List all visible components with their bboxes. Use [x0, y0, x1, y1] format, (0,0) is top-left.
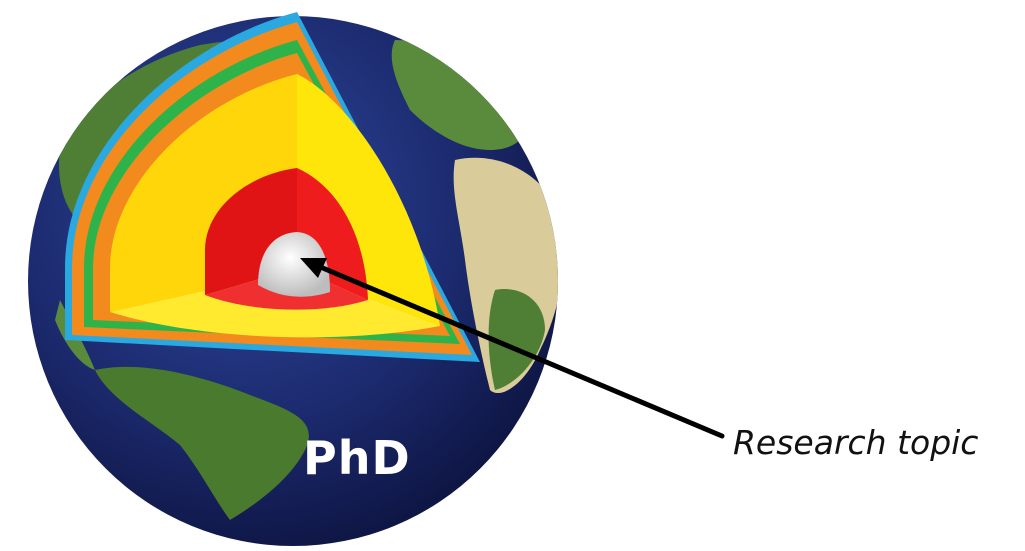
continent-south-america — [95, 366, 309, 520]
callout-arrowhead — [300, 258, 327, 278]
callout-label: Research topic — [733, 423, 979, 462]
continent-africa-green — [488, 289, 545, 390]
callout-arrow-line — [315, 263, 725, 439]
continent-europe — [391, 40, 526, 150]
inner-core — [258, 232, 330, 297]
globe-label: PhD — [303, 431, 411, 485]
